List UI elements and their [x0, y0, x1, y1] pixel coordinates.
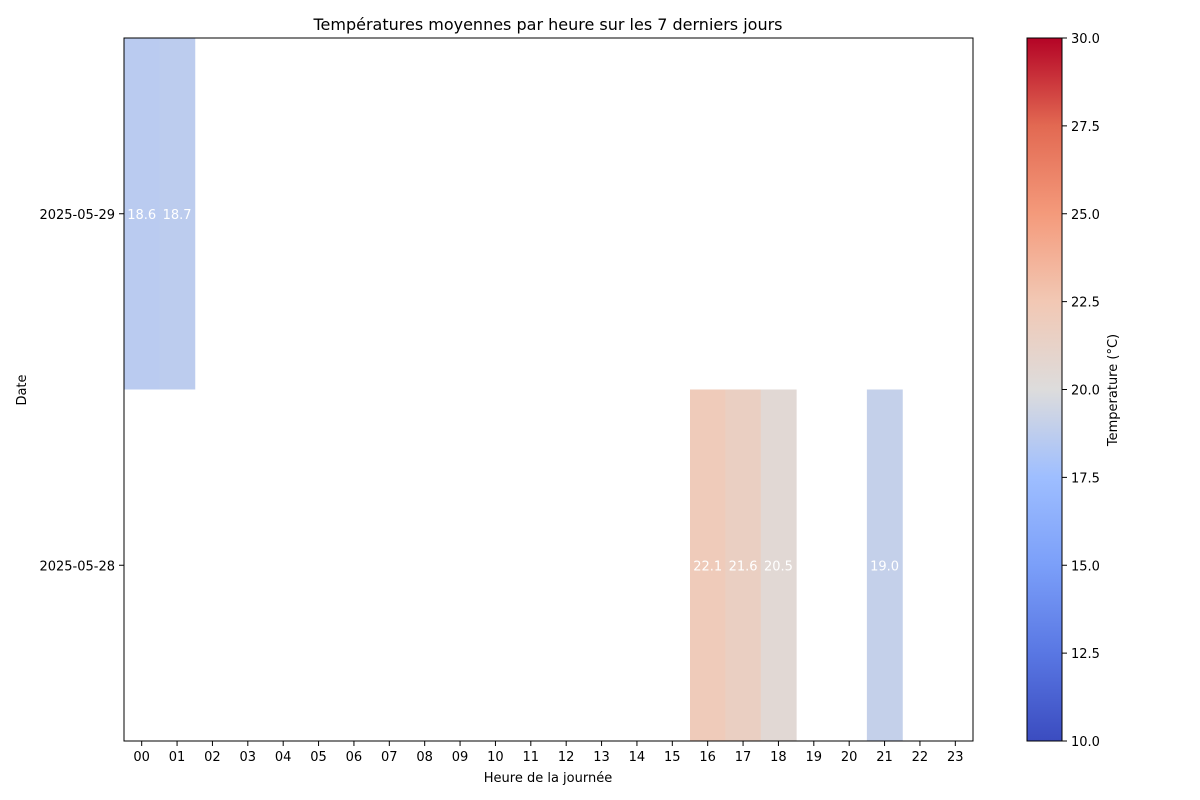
x-tick-label: 10 — [487, 750, 504, 765]
plot-frame — [123, 37, 974, 742]
x-tick-label: 18 — [770, 750, 787, 765]
colorbar-label: Temperature (°C) — [1106, 334, 1121, 447]
x-tick-label: 16 — [699, 750, 716, 765]
x-tick-label: 13 — [593, 750, 610, 765]
x-tick-label: 09 — [452, 750, 469, 765]
cell-value-label: 20.5 — [764, 559, 793, 574]
cell-value-label: 19.0 — [870, 559, 899, 574]
x-tick-label: 11 — [523, 750, 540, 765]
x-tick-label: 04 — [275, 750, 292, 765]
x-tick-label: 00 — [133, 750, 150, 765]
x-tick-label: 01 — [169, 750, 186, 765]
colorbar-tick-label: 30.0 — [1071, 32, 1100, 47]
x-tick-label: 17 — [735, 750, 752, 765]
x-axis-ticks: 00 01 02 03 04 05 06 07 08 09 10 11 12 13 14 15 16 17 18 19… — [133, 741, 964, 765]
x-tick-label: 05 — [310, 750, 327, 765]
colorbar-tick-label: 17.5 — [1071, 471, 1100, 486]
x-tick-label: 07 — [381, 750, 398, 765]
heatmap-cell — [725, 389, 762, 741]
cell-value-label: 21.6 — [729, 559, 758, 574]
colorbar-tick-label: 10.0 — [1071, 735, 1100, 750]
x-tick-label: 03 — [240, 750, 257, 765]
cell-value-label: 18.6 — [127, 208, 156, 223]
x-tick-label: 14 — [629, 750, 646, 765]
x-tick-label: 20 — [841, 750, 858, 765]
colorbar — [1026, 37, 1063, 742]
colorbar-ticks: 10.0 12.5 15.0 17.5 20.0 22.5 25.0 27.5 30.0 — [1062, 32, 1100, 750]
colorbar-tick-label: 27.5 — [1071, 120, 1100, 135]
x-axis-label: Heure de la journée — [484, 771, 612, 786]
heatmap-cell — [124, 38, 160, 390]
x-tick-label: 19 — [806, 750, 823, 765]
y-tick-label: 2025-05-29 — [39, 208, 115, 223]
x-tick-label: 22 — [912, 750, 929, 765]
colorbar-tick-label: 25.0 — [1071, 208, 1100, 223]
colorbar-tick-label: 15.0 — [1071, 559, 1100, 574]
y-axis-ticks: 2025-05-29 2025-05-28 — [39, 208, 124, 574]
x-tick-label: 06 — [346, 750, 363, 765]
cell-value-label: 18.7 — [163, 208, 192, 223]
x-tick-label: 12 — [558, 750, 575, 765]
x-tick-label: 15 — [664, 750, 681, 765]
heatmap-cell — [159, 38, 196, 390]
heatmap-cells: 18.6 18.7 22.1 21.6 20.5 19.0 — [124, 38, 903, 741]
colorbar-tick-label: 12.5 — [1071, 647, 1100, 662]
heatmap-cell — [866, 389, 903, 741]
colorbar-tick-label: 22.5 — [1071, 296, 1100, 311]
y-tick-label: 2025-05-28 — [39, 559, 115, 574]
y-axis-label: Date — [15, 374, 30, 405]
heatmap-cell — [690, 389, 726, 741]
x-tick-label: 21 — [876, 750, 893, 765]
x-tick-label: 08 — [416, 750, 433, 765]
colorbar-tick-label: 20.0 — [1071, 384, 1100, 399]
x-tick-label: 23 — [947, 750, 964, 765]
x-tick-label: 02 — [204, 750, 221, 765]
cell-value-label: 22.1 — [693, 559, 722, 574]
heatmap-cell — [760, 389, 797, 741]
chart-title: Températures moyennes par heure sur les … — [312, 15, 782, 34]
